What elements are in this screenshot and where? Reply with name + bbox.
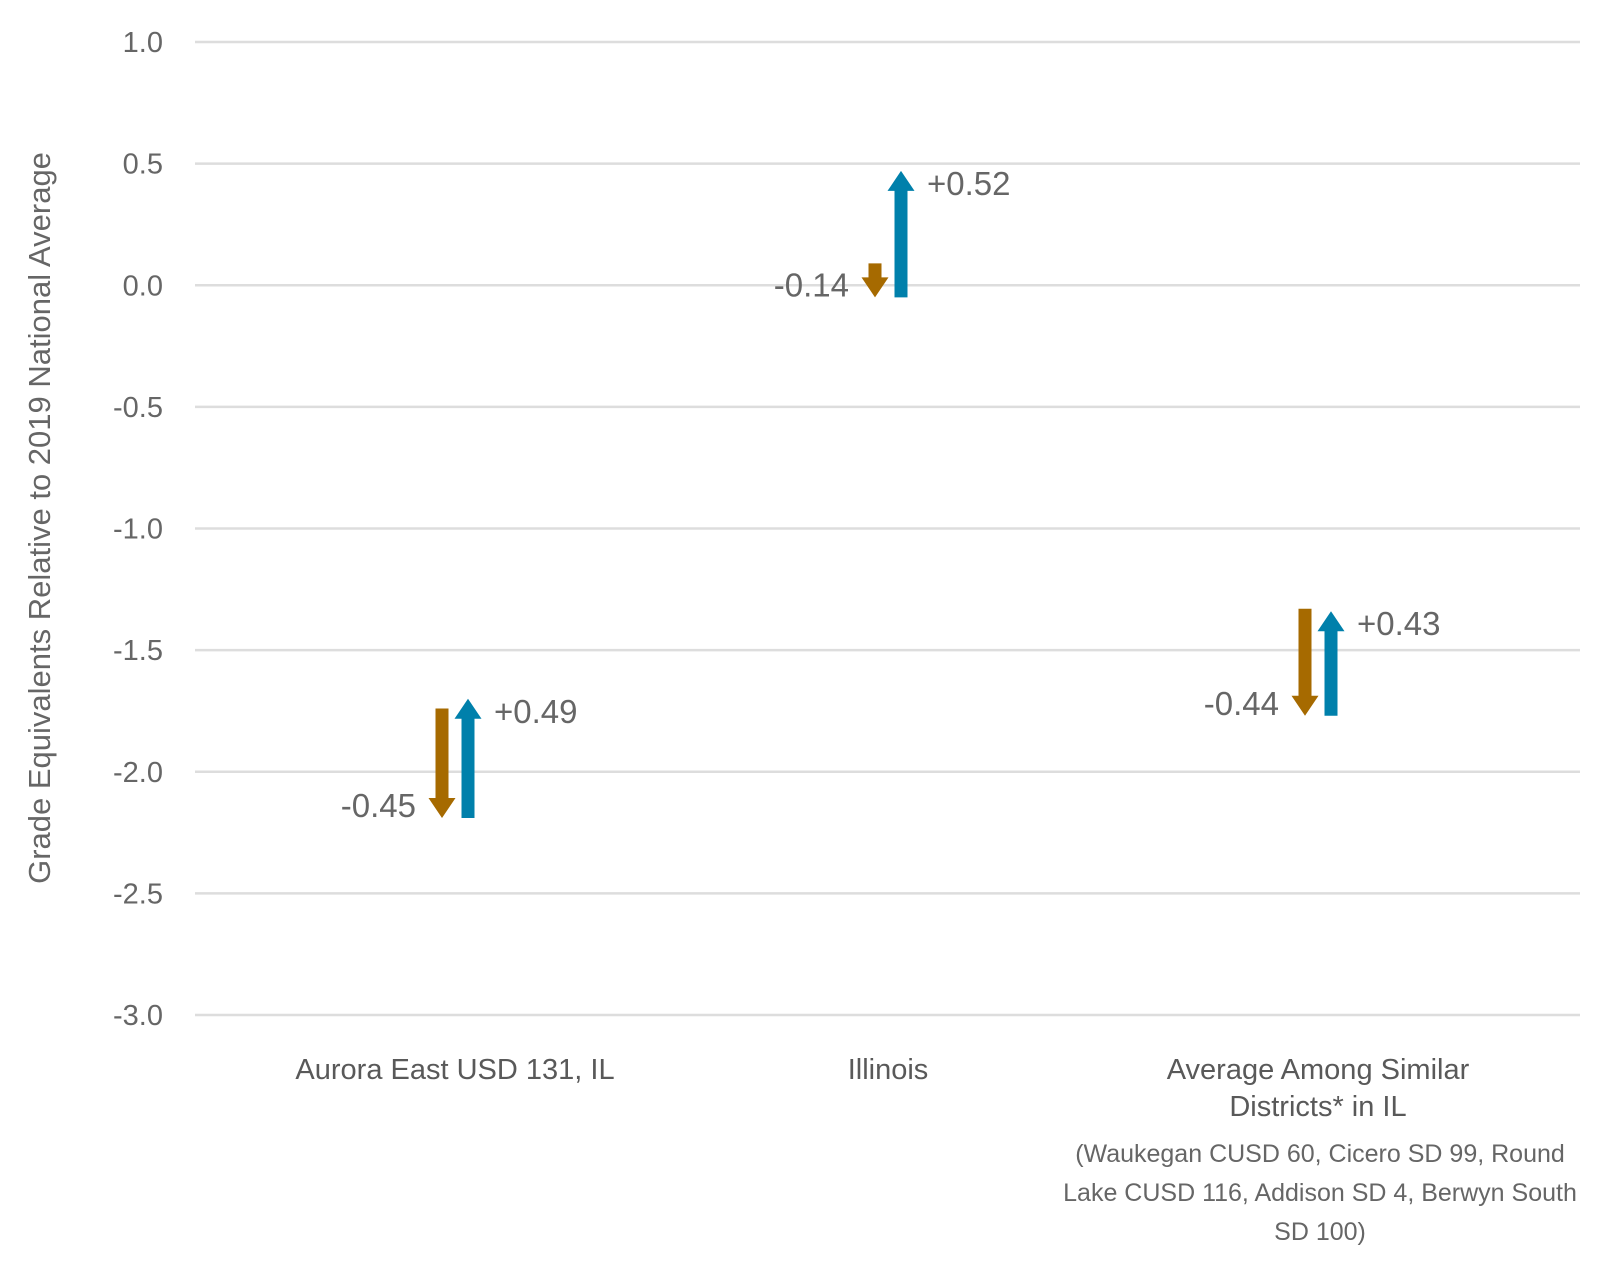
y-axis-title: Grade Equivalents Relative to 2019 Natio… (22, 152, 57, 884)
footnote-line: Lake CUSD 116, Addison SD 4, Berwyn Sout… (1063, 1179, 1577, 1207)
y-tick-label: -1.0 (113, 514, 163, 546)
y-tick-label: -2.5 (113, 878, 163, 910)
y-tick-label: 1.0 (123, 27, 163, 59)
recovery-arrow (454, 698, 482, 818)
footnote-line: SD 100) (1274, 1218, 1366, 1246)
gridlines (195, 40, 1580, 1017)
decline-value-label: -0.14 (774, 266, 849, 303)
recovery-value-label: +0.52 (927, 165, 1011, 202)
x-axis-categories: Aurora East USD 131, IL Illinois Average A… (295, 1054, 1469, 1123)
y-tick-label: -0.5 (113, 392, 163, 424)
category-label: Districts* in IL (1229, 1091, 1406, 1123)
arrow-chart: 1.0 0.5 0.0 -0.5 -1.0 -1.5 -2.0 -2.5 -3.0 Grade … (22, 27, 1580, 1123)
recovery-value-label: +0.49 (494, 693, 578, 730)
category-label: Average Among Similar (1167, 1054, 1470, 1086)
y-axis-ticks: 1.0 0.5 0.0 -0.5 -1.0 -1.5 -2.0 -2.5 -3.0 (113, 27, 163, 1032)
recovery-arrow (1317, 611, 1345, 716)
recovery-arrow (887, 170, 915, 298)
decline-arrow (428, 708, 456, 818)
category-label: Aurora East USD 131, IL (295, 1054, 614, 1086)
decline-arrow (1291, 608, 1319, 716)
decline-arrow (861, 263, 889, 298)
decline-value-label: -0.45 (341, 787, 416, 824)
decline-value-label: -0.44 (1204, 685, 1279, 722)
category-label: Illinois (848, 1054, 929, 1086)
y-tick-label: 0.5 (123, 149, 163, 181)
footnote: (Waukegan CUSD 60, Cicero SD 99, Round L… (1040, 1135, 1600, 1252)
y-tick-label: -3.0 (113, 1000, 163, 1032)
y-tick-label: -2.0 (113, 757, 163, 789)
y-tick-label: -1.5 (113, 635, 163, 667)
arrows: -0.45 +0.49 -0.14 +0.52 -0.44 +0.43 (341, 165, 1441, 824)
y-tick-label: 0.0 (123, 270, 163, 302)
footnote-line: (Waukegan CUSD 60, Cicero SD 99, Round (1075, 1140, 1565, 1168)
recovery-value-label: +0.43 (1357, 605, 1441, 642)
